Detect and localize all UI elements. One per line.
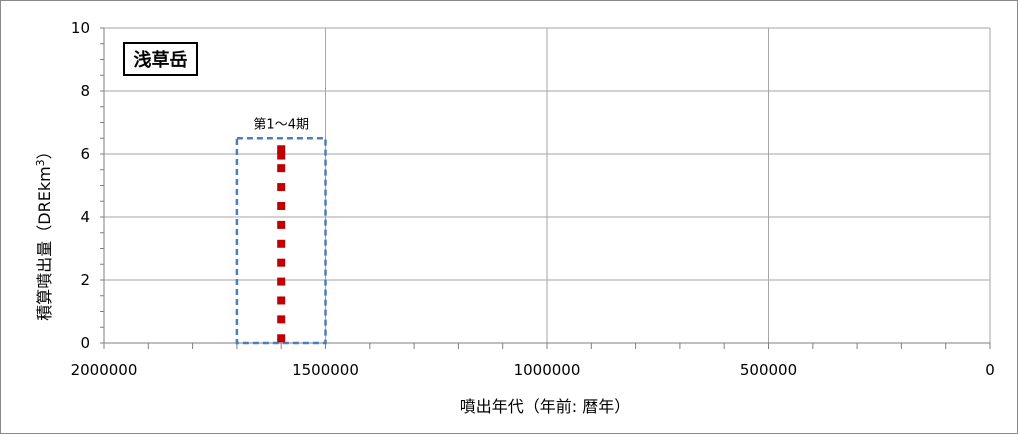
data-point bbox=[277, 258, 286, 267]
y-tick-label: 2 bbox=[80, 271, 90, 289]
data-point bbox=[277, 239, 286, 248]
data-point bbox=[277, 296, 286, 305]
data-point bbox=[277, 151, 286, 160]
y-tick-label: 10 bbox=[71, 19, 90, 37]
period-label: 第1～4期 bbox=[253, 117, 309, 132]
y-axis-title-close: ） bbox=[35, 143, 54, 159]
x-tick-label: 0 bbox=[985, 361, 995, 379]
grid bbox=[104, 27, 991, 343]
y-axis-title-main: 積算噴出量（DREkm bbox=[35, 166, 54, 320]
chart-title: 浅草岳 bbox=[123, 42, 198, 76]
period-dashed-box bbox=[235, 137, 327, 345]
data-point bbox=[277, 277, 286, 286]
x-tick-label: 1500000 bbox=[292, 361, 359, 379]
x-tick-label: 500000 bbox=[740, 361, 797, 379]
data-point bbox=[277, 220, 286, 229]
data-point bbox=[277, 145, 286, 154]
y-tick-label: 4 bbox=[80, 208, 90, 226]
annotation-layer: 第1～4期 bbox=[235, 117, 327, 345]
data-point bbox=[277, 315, 286, 324]
y-tick-label: 8 bbox=[80, 82, 90, 100]
data-point bbox=[277, 183, 286, 192]
data-point bbox=[277, 164, 286, 173]
x-tick-label: 2000000 bbox=[71, 361, 138, 379]
y-tick-label: 0 bbox=[80, 334, 90, 352]
data-point bbox=[277, 201, 286, 210]
data-point bbox=[277, 334, 286, 343]
y-axis-title: 積算噴出量（DREkm3） bbox=[34, 143, 54, 320]
x-tick-label: 1000000 bbox=[514, 361, 581, 379]
data-layer bbox=[277, 145, 286, 343]
axes: 0 2 4 6 8 10 2000000 1500000 1000000 500000 0 bbox=[71, 19, 995, 379]
x-axis-title: 噴出年代（年前: 暦年） bbox=[460, 397, 630, 416]
y-tick-label: 6 bbox=[80, 145, 90, 163]
y-axis-title-superscript: 3 bbox=[34, 159, 47, 166]
